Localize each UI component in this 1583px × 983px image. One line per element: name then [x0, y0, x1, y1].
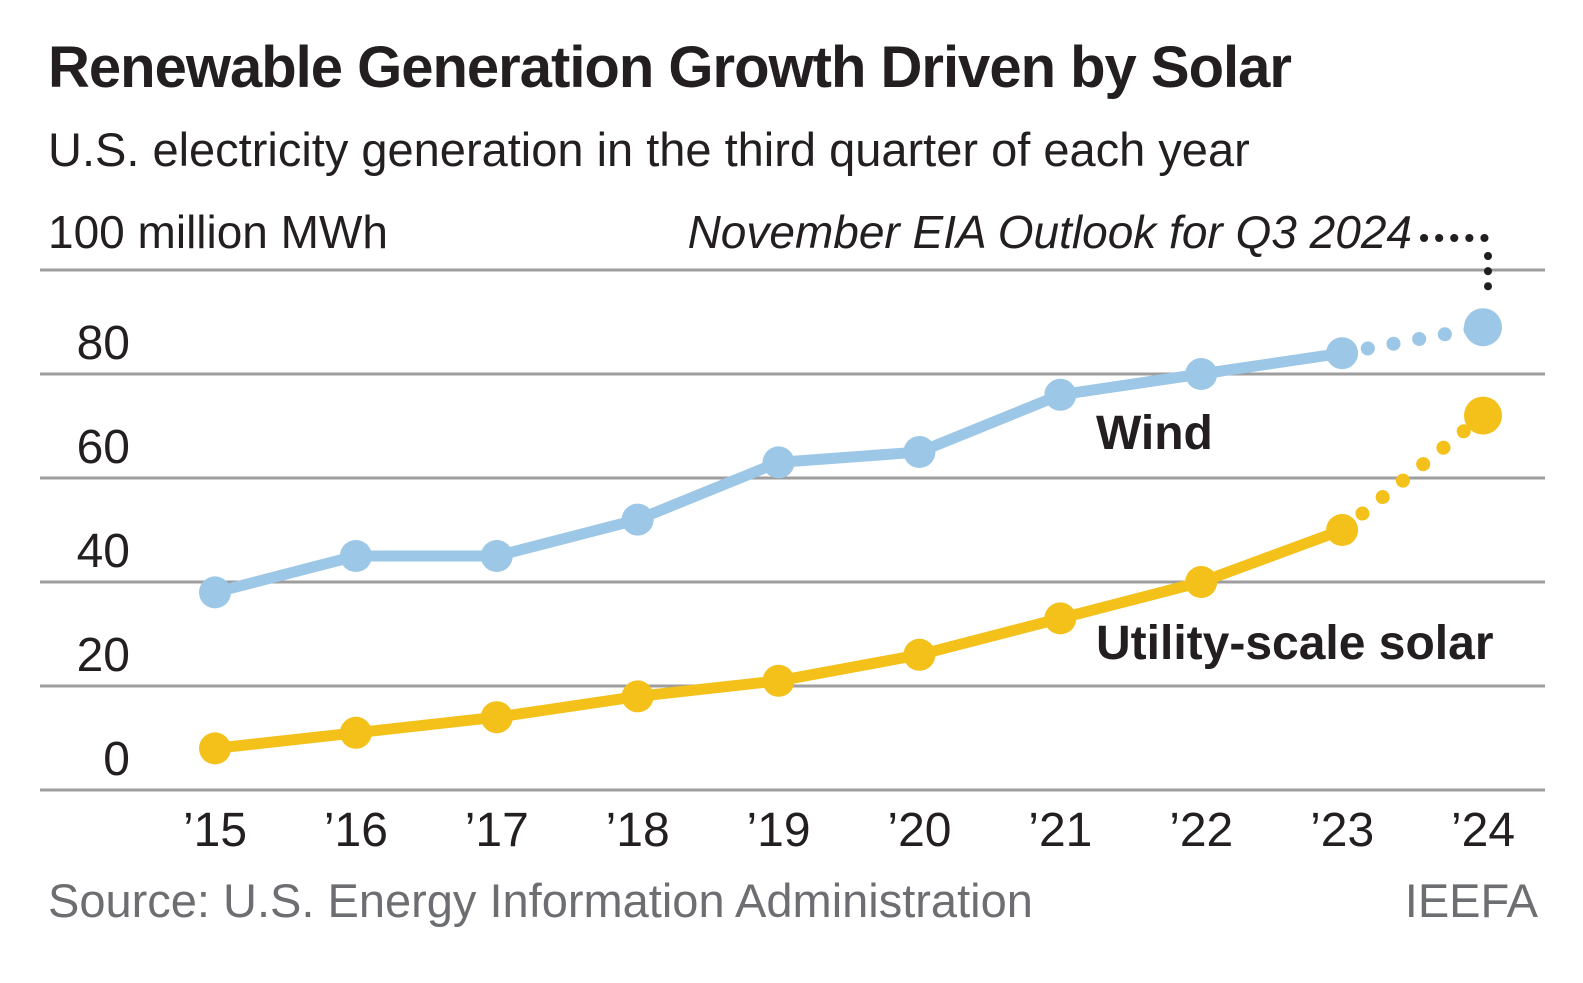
- y-tick-label: 0: [103, 733, 130, 786]
- chart-title: Renewable Generation Growth Driven by So…: [48, 35, 1292, 100]
- x-tick-label: ’16: [324, 804, 388, 857]
- solar-series-label: Utility-scale solar: [1096, 617, 1494, 670]
- x-tick-label: ’24: [1451, 804, 1515, 857]
- data-point: [1464, 396, 1502, 435]
- data-point: [1185, 358, 1218, 390]
- y-axis-unit-label: 100 million MWh: [48, 206, 388, 258]
- data-point: [480, 540, 513, 572]
- ieefa-credit: IEEFA: [1404, 874, 1538, 927]
- x-tick-label: ’18: [606, 804, 670, 857]
- data-point: [1326, 337, 1359, 370]
- data-point: [1464, 308, 1502, 347]
- data-point: [1044, 602, 1077, 635]
- data-point: [621, 503, 654, 536]
- x-tick-label: ’20: [887, 804, 951, 857]
- x-tick-label: ’22: [1169, 804, 1233, 857]
- x-tick-label: ’15: [183, 804, 247, 857]
- data-point: [339, 540, 372, 572]
- data-point: [1326, 514, 1359, 546]
- data-point: [480, 701, 513, 734]
- data-point: [339, 716, 372, 749]
- data-point: [762, 664, 795, 697]
- data-point: [903, 638, 936, 671]
- outlook-annotation: November EIA Outlook for Q3 2024: [687, 206, 1412, 258]
- data-point: [762, 446, 795, 479]
- x-tick-label: ’23: [1310, 804, 1374, 857]
- chart-subtitle: U.S. electricity generation in the third…: [48, 123, 1250, 176]
- source-text: Source: U.S. Energy Information Administ…: [48, 874, 1033, 927]
- data-point: [199, 732, 231, 765]
- projection-dotted-line: [1335, 408, 1490, 537]
- y-tick-label: 20: [77, 629, 130, 682]
- x-tick-label: ’19: [747, 804, 811, 857]
- x-tick-label: ’17: [465, 804, 529, 857]
- wind-series-label: Wind: [1096, 407, 1213, 460]
- y-tick-label: 80: [77, 317, 130, 370]
- data-point: [903, 436, 936, 468]
- data-point: [1185, 566, 1218, 598]
- y-tick-label: 40: [77, 525, 130, 578]
- data-point: [199, 576, 231, 609]
- y-tick-label: 60: [77, 421, 130, 474]
- projection-dotted-line: [1335, 320, 1490, 361]
- data-point: [621, 680, 654, 713]
- x-tick-label: ’21: [1028, 804, 1092, 857]
- data-point: [1044, 378, 1077, 411]
